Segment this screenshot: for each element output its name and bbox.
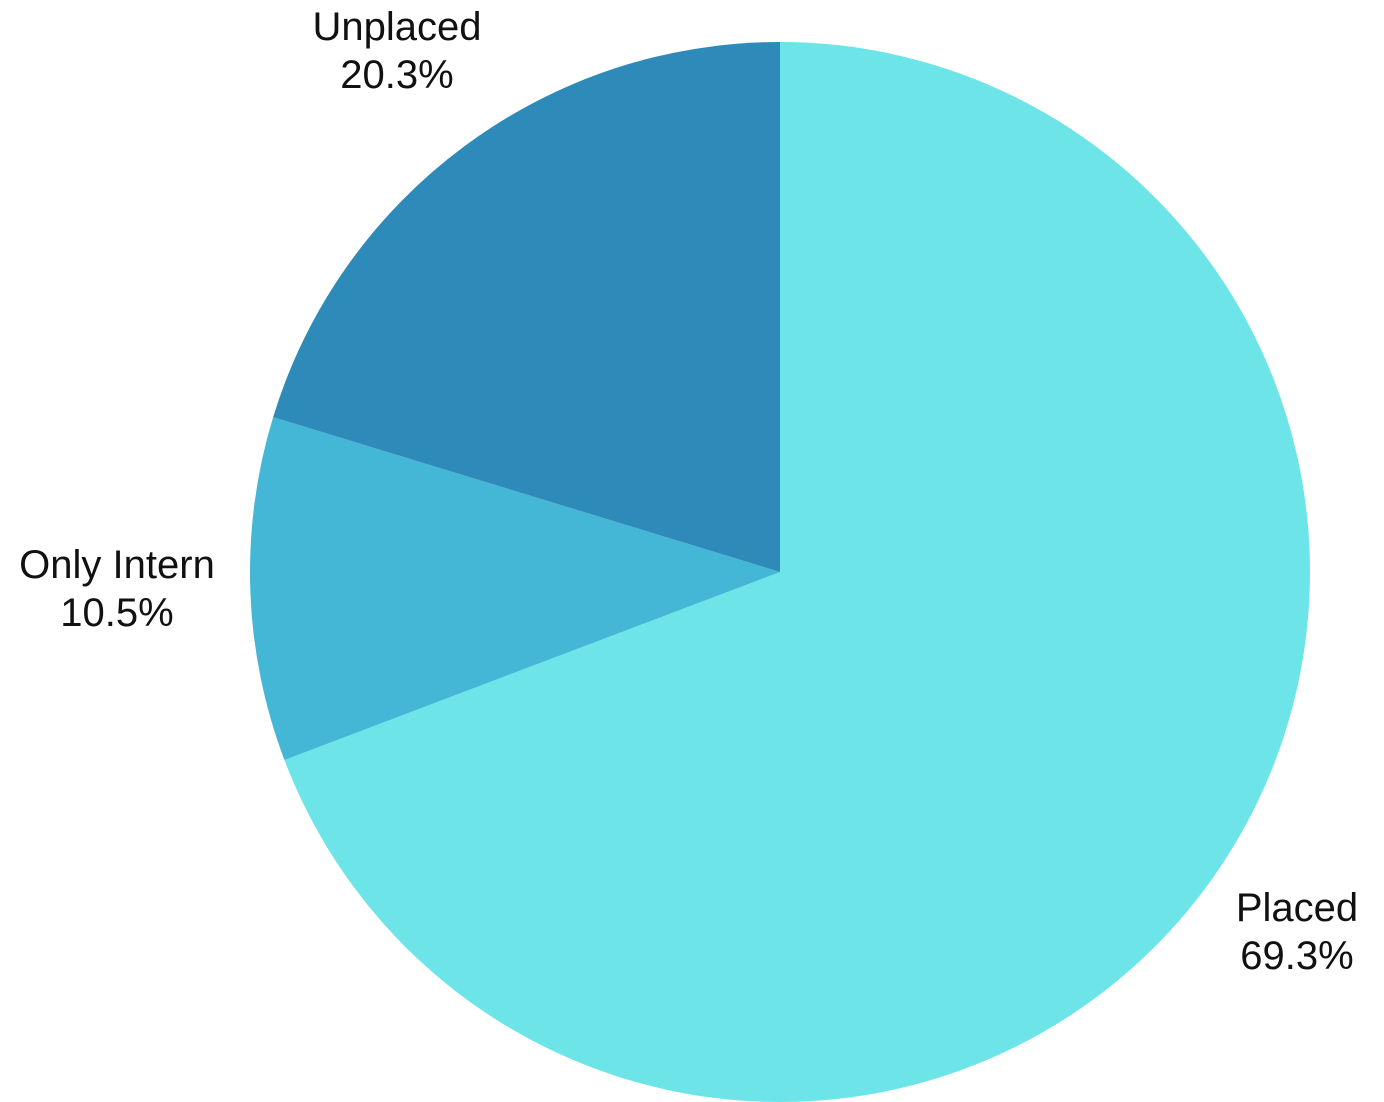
slice-label-only-intern: Only Intern xyxy=(19,543,215,587)
pie-slices xyxy=(249,42,1310,1102)
pie-slice-only-intern xyxy=(249,417,781,760)
slice-label-unplaced: Unplaced xyxy=(312,5,481,49)
slice-value-unplaced: 20.3% xyxy=(340,53,453,97)
slice-value-only-intern: 10.5% xyxy=(60,591,173,635)
slice-value-placed: 69.3% xyxy=(1240,934,1353,978)
pie-slice-unplaced xyxy=(273,42,780,572)
slice-label-placed: Placed xyxy=(1236,886,1358,930)
pie-slice-placed xyxy=(284,42,1310,1102)
